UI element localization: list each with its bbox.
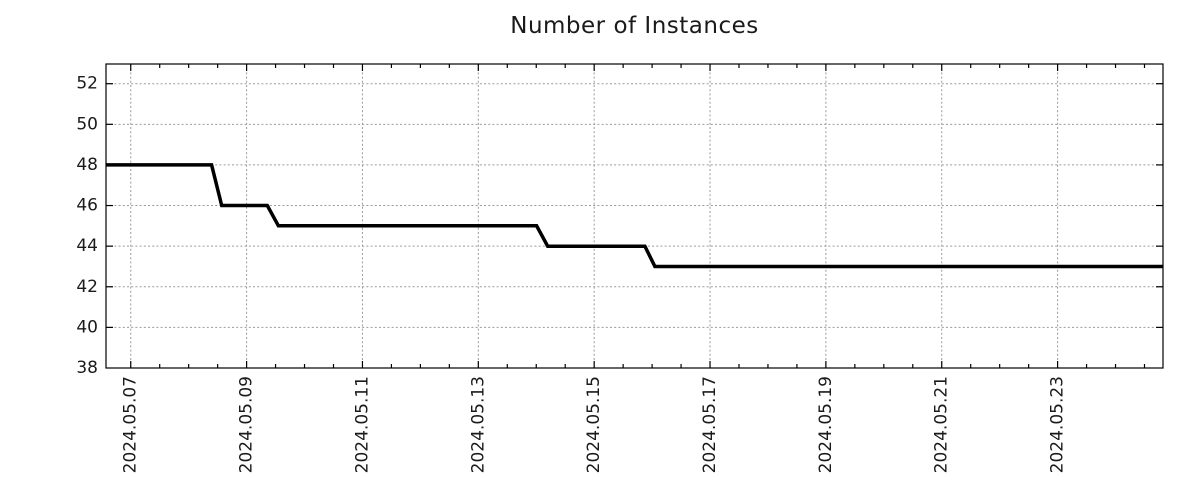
series-line [106,163,1163,269]
x-tick-label: 2024.05.19 [816,376,836,473]
plot-border [105,63,1164,369]
y-tick-label: 42 [76,277,98,297]
y-tick-label: 46 [76,196,98,216]
y-tick-label: 48 [76,155,98,175]
y-tick-label: 52 [76,74,98,94]
y-tick-label: 50 [76,114,98,134]
label-layer: 38 40 42 44 46 48 50 52 2024.05.07 2024.05.09 2024… [76,74,1067,474]
y-tick-label: 40 [76,317,98,337]
series-layer [106,163,1163,269]
x-tick-label: 2024.05.11 [352,376,372,473]
x-tick-label: 2024.05.17 [700,376,720,473]
chart-title: Number of Instances [510,13,759,39]
y-tick-label: 44 [76,236,98,256]
grid-layer [106,64,1163,368]
tick-layer [106,64,1163,368]
x-tick-label: 2024.05.13 [468,376,488,473]
x-tick-label: 2024.05.15 [584,376,604,473]
x-tick-label: 2024.05.21 [932,376,952,473]
y-tick-label: 38 [76,358,98,378]
x-tick-label: 2024.05.23 [1048,376,1068,473]
x-tick-label: 2024.05.09 [237,376,257,473]
x-tick-label: 2024.05.07 [121,376,141,473]
plot-frame [105,63,1164,369]
